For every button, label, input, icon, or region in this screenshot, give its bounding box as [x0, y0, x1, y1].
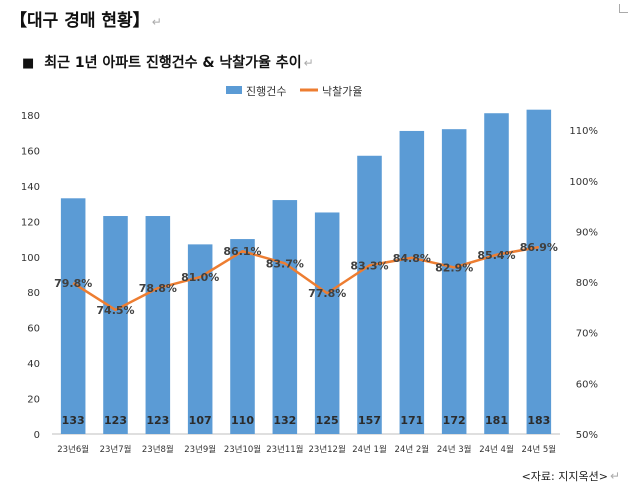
square-bullet-icon: ■	[22, 56, 35, 71]
bar	[484, 113, 509, 434]
series-line	[72, 245, 540, 312]
line-value-label: 84.8%	[393, 252, 431, 265]
page-title: 【대구 경매 현황】 ↵	[10, 6, 162, 31]
legend: 진행건수 낙찰가율	[226, 85, 362, 98]
line-value-label: 86.9%	[520, 241, 558, 254]
line-value-label: 79.8%	[54, 277, 92, 290]
y-left-tick-label: 140	[21, 182, 40, 193]
x-tick-label: 23년7월	[100, 444, 132, 455]
bar	[230, 239, 255, 434]
chart-subtitle-text: 최근 1년 아파트 진행건수 & 낙찰가율 추이	[44, 55, 302, 71]
bar	[441, 129, 467, 434]
x-tick-label: 23년12월	[309, 444, 346, 455]
x-tick-label: 24년 5월	[522, 444, 557, 455]
page-title-text: 【대구 경매 현황】	[10, 11, 150, 31]
bar	[103, 216, 128, 434]
y-right-tick-label: 90%	[576, 227, 598, 238]
x-tick-label: 24년 4월	[479, 444, 514, 455]
y-left-tick-label: 60	[27, 324, 40, 335]
bar-value-label: 123	[104, 414, 127, 427]
bar	[314, 212, 340, 434]
line-value-label: 83.3%	[350, 259, 388, 272]
bar-value-label: 183	[527, 414, 550, 427]
line-value-label: 74.5%	[96, 304, 134, 317]
y-right-tick-label: 60%	[576, 379, 598, 390]
line-value-label: 83.7%	[266, 257, 304, 270]
y-left-tick-label: 100	[21, 253, 40, 264]
y-right-tick-label: 70%	[576, 329, 598, 340]
x-tick-label: 23년8월	[142, 444, 174, 455]
bar	[60, 198, 86, 434]
bar-value-label: 157	[358, 414, 381, 427]
source-note: <자료: 지지옥션> ↵	[522, 468, 620, 484]
line-value-label: 78.8%	[139, 282, 177, 295]
y-left-tick-label: 20	[27, 395, 40, 406]
corner-mark	[619, 4, 628, 13]
x-tick-label: 23년6월	[57, 444, 89, 455]
line-series	[72, 245, 540, 312]
bar-value-label: 172	[443, 414, 466, 427]
x-tick-label: 23년9월	[184, 444, 216, 455]
source-text: <자료: 지지옥션>	[521, 470, 608, 483]
bar	[399, 130, 425, 434]
axes: 0 20 40 60 80 100 120 140 160 180 50% 60% 70% 80% 90% 1…	[21, 111, 598, 455]
y-left-tick-label: 120	[21, 217, 40, 228]
line-value-label: 85.4%	[477, 249, 515, 262]
bar	[526, 109, 552, 434]
return-mark-icon: ↵	[609, 469, 620, 483]
bar-value-label: 181	[485, 414, 508, 427]
bar-value-label: 133	[62, 414, 85, 427]
bar-value-label: 125	[316, 414, 339, 427]
return-mark-icon: ↵	[303, 56, 314, 70]
legend-swatch-bar	[226, 86, 242, 94]
bar-value-label: 110	[231, 414, 254, 427]
y-right-tick-label: 110%	[569, 126, 598, 137]
x-tick-label: 23년11월	[266, 444, 303, 455]
bar	[272, 200, 298, 434]
x-tick-label: 23년10월	[224, 444, 261, 455]
bar	[357, 155, 382, 434]
line-value-label: 81.0%	[181, 271, 219, 284]
legend-label-bar: 진행건수	[246, 85, 286, 98]
bar-series	[60, 109, 552, 434]
y-right-tick-label: 80%	[576, 278, 598, 289]
y-left-tick-label: 160	[21, 146, 40, 157]
bar-value-label: 107	[189, 414, 212, 427]
x-tick-label: 24년 2월	[395, 444, 430, 455]
x-tick-label: 24년 1월	[352, 444, 387, 455]
legend-label-line: 낙찰가율	[322, 85, 362, 98]
y-left-tick-label: 40	[27, 359, 40, 370]
y-left-tick-label: 0	[34, 430, 40, 441]
chart-subtitle: ■ 최근 1년 아파트 진행건수 & 낙찰가율 추이 ↵	[22, 52, 314, 72]
return-mark-icon: ↵	[151, 15, 162, 29]
y-left-tick-label: 180	[21, 111, 40, 122]
bar-value-label: 171	[400, 414, 423, 427]
bar-value-label: 123	[146, 414, 169, 427]
data-labels: 133 123 123 107 110 132 125 157 171 172 181 183 79.8…	[54, 241, 558, 427]
line-value-label: 77.8%	[308, 287, 346, 300]
line-value-label: 82.9%	[435, 261, 473, 274]
bar-value-label: 132	[273, 414, 296, 427]
y-right-tick-label: 100%	[569, 177, 598, 188]
y-right-tick-label: 50%	[576, 430, 598, 441]
x-tick-label: 24년 3월	[437, 444, 472, 455]
y-left-tick-label: 80	[27, 288, 40, 299]
line-value-label: 86.1%	[223, 245, 261, 258]
bar	[145, 216, 171, 434]
